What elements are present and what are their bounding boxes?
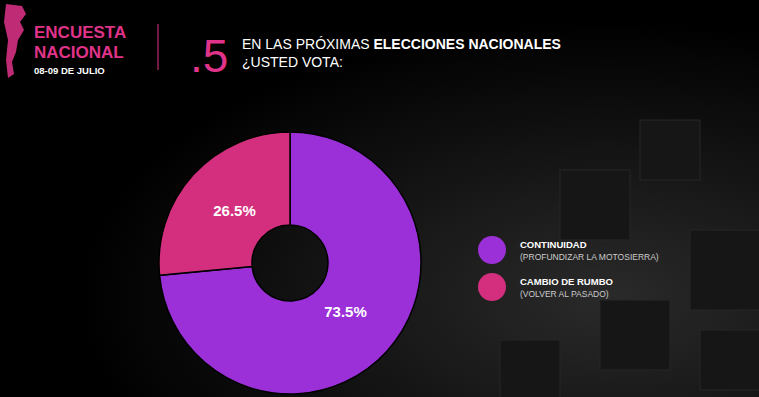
- svg-text:¿USTED VOTA:: ¿USTED VOTA:: [242, 54, 343, 70]
- svg-text:ENCUESTA: ENCUESTA: [34, 23, 126, 42]
- svg-text:08-09 DE JULIO: 08-09 DE JULIO: [34, 65, 105, 76]
- svg-text:CONTINUIDAD: CONTINUIDAD: [520, 239, 587, 250]
- svg-text:(VOLVER AL PASADO): (VOLVER AL PASADO): [520, 289, 609, 299]
- svg-text:73.5%: 73.5%: [324, 303, 367, 320]
- svg-text:NACIONAL: NACIONAL: [34, 43, 124, 62]
- svg-text:EN LAS PRÓXIMAS ELECCIONES NAC: EN LAS PRÓXIMAS ELECCIONES NACIONALES: [242, 36, 561, 52]
- svg-text:26.5%: 26.5%: [213, 202, 256, 219]
- svg-text:(PROFUNDIZAR LA MOTOSIERRA): (PROFUNDIZAR LA MOTOSIERRA): [520, 252, 659, 262]
- svg-text:.5: .5: [190, 30, 228, 82]
- svg-text:CAMBIO DE RUMBO: CAMBIO DE RUMBO: [520, 276, 613, 287]
